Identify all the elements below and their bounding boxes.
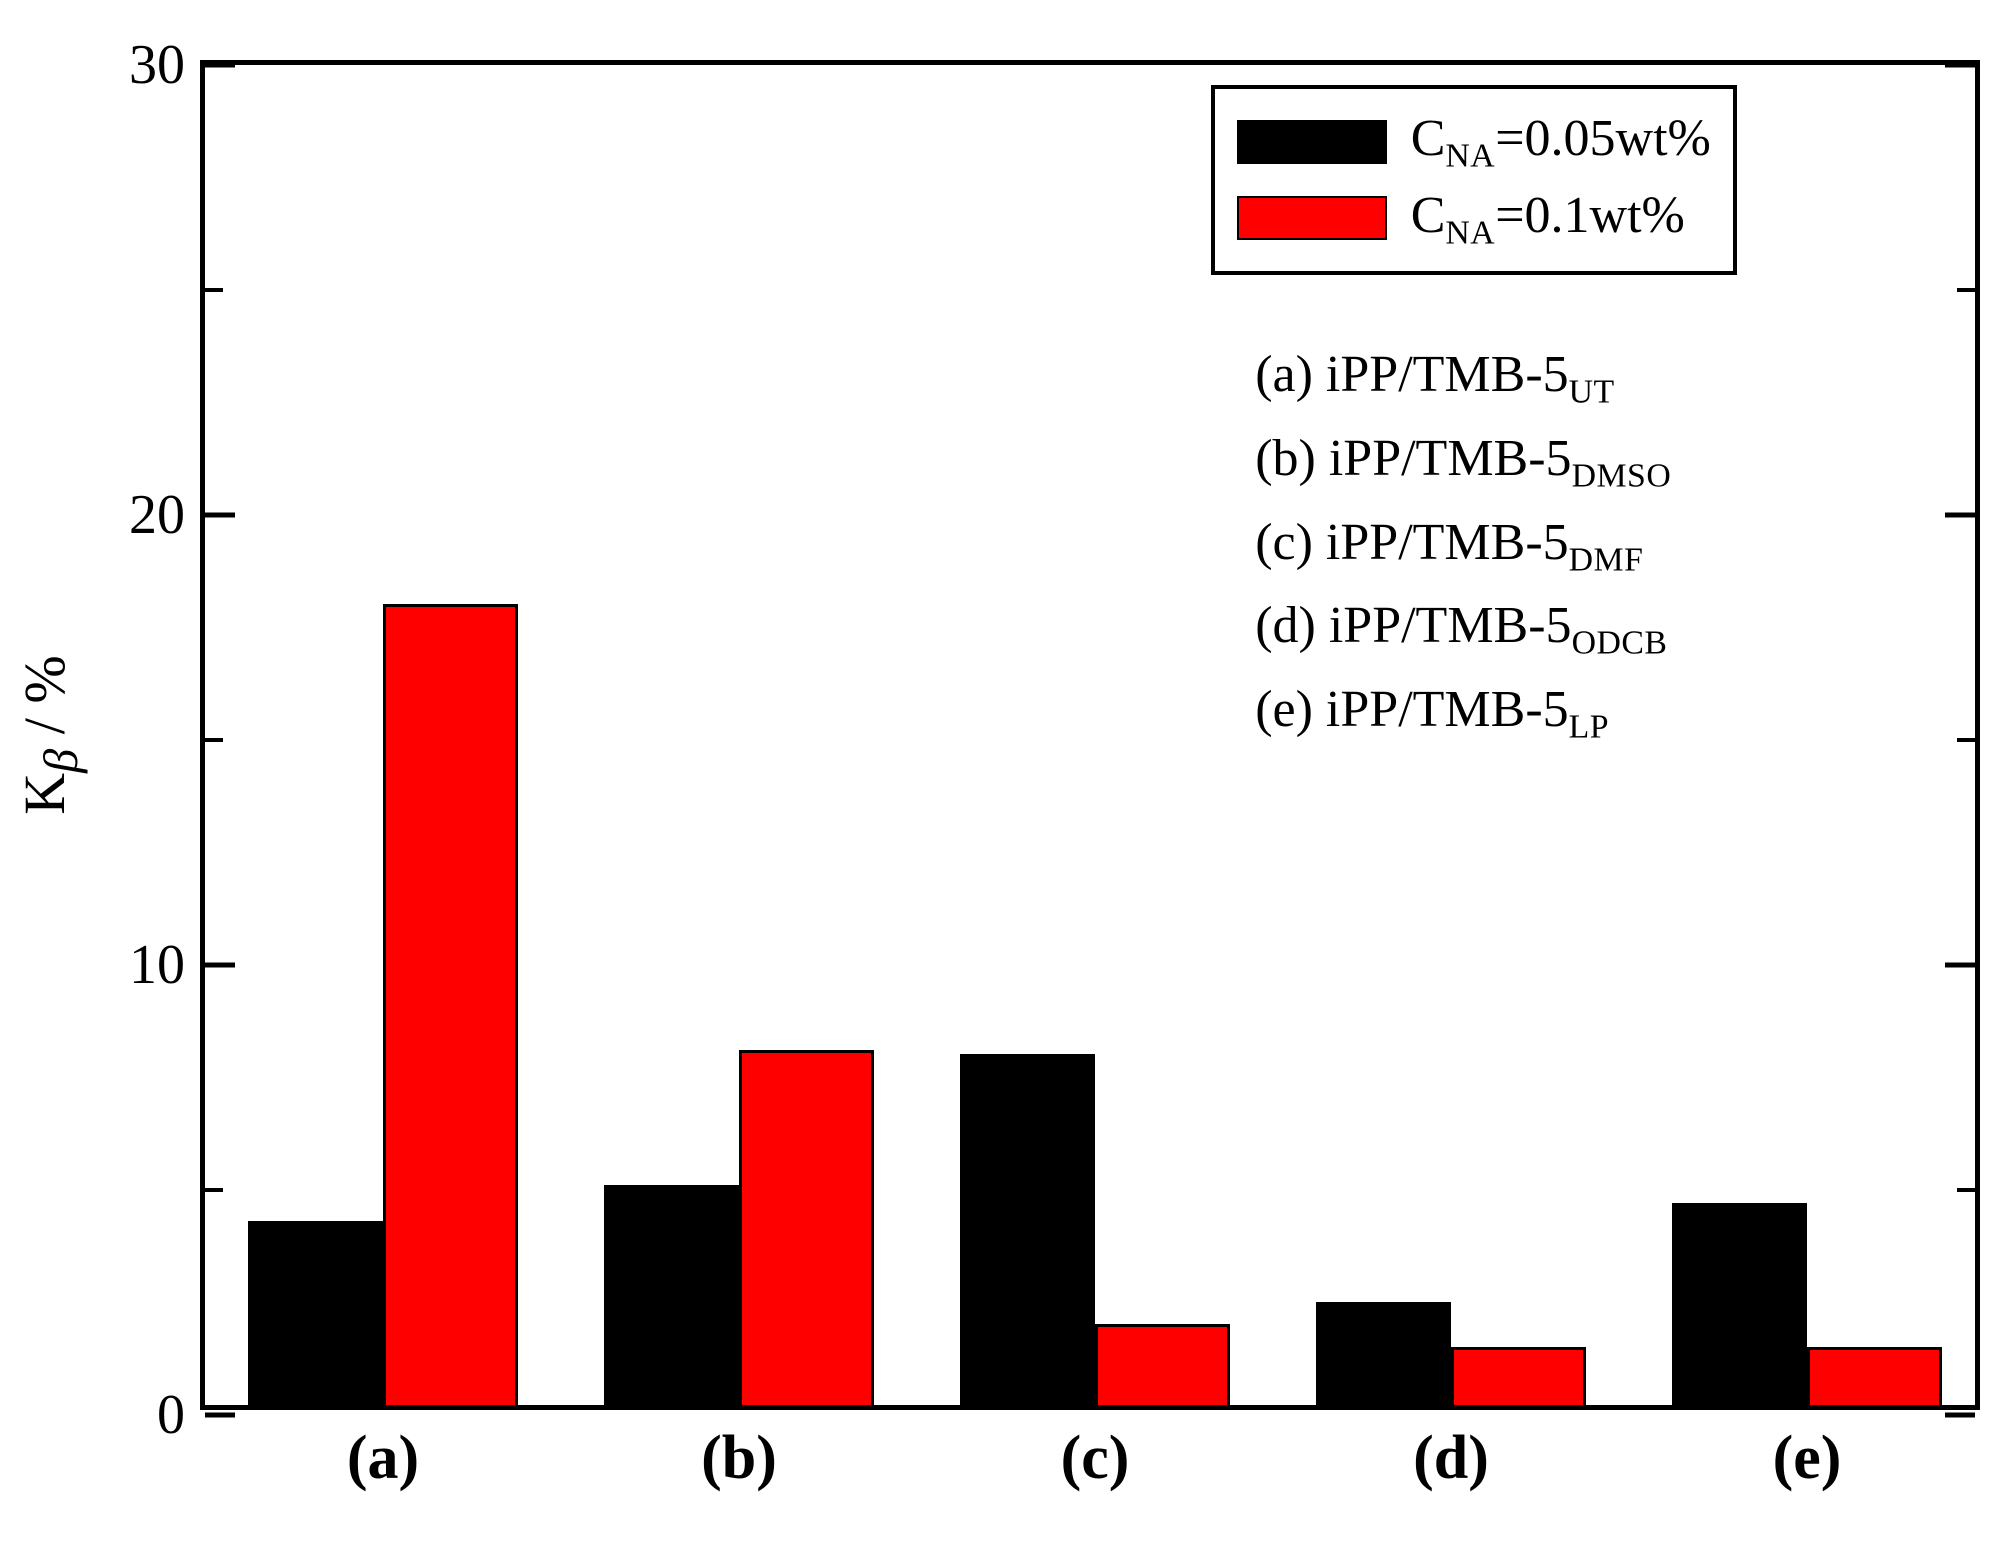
y-tick-major bbox=[205, 963, 235, 968]
y-tick-label: 10 bbox=[129, 933, 205, 997]
legend-label: CNA=0.1wt% bbox=[1411, 180, 1685, 257]
x-category-label: (e) bbox=[1773, 1405, 1842, 1494]
annotation-line: (e) iPP/TMB-5LP bbox=[1255, 670, 1671, 754]
y-tick-minor-right bbox=[1957, 1188, 1975, 1192]
bar bbox=[1807, 1347, 1942, 1406]
annotation-line: (d) iPP/TMB-5ODCB bbox=[1255, 586, 1671, 670]
y-tick-major-right bbox=[1945, 1413, 1975, 1418]
bar bbox=[1451, 1347, 1586, 1406]
y-tick-label: 30 bbox=[129, 33, 205, 97]
y-tick-label: 0 bbox=[157, 1383, 205, 1447]
bar bbox=[1672, 1203, 1807, 1406]
bar bbox=[1316, 1302, 1451, 1406]
y-tick-major bbox=[205, 513, 235, 518]
bar bbox=[960, 1054, 1095, 1405]
bar bbox=[383, 604, 518, 1405]
y-tick-major-right bbox=[1945, 963, 1975, 968]
legend-label: CNA=0.05wt% bbox=[1411, 103, 1711, 180]
annotation-line: (a) iPP/TMB-5UT bbox=[1255, 335, 1671, 419]
y-tick-major bbox=[205, 1413, 235, 1418]
y-tick-major-right bbox=[1945, 513, 1975, 518]
y-tick-minor bbox=[205, 1188, 223, 1192]
y-tick-major bbox=[205, 63, 235, 68]
x-category-label: (d) bbox=[1413, 1405, 1489, 1494]
x-category-label: (c) bbox=[1061, 1405, 1130, 1494]
legend: CNA=0.05wt%CNA=0.1wt% bbox=[1211, 85, 1737, 274]
bar bbox=[739, 1050, 874, 1406]
legend-row: CNA=0.05wt% bbox=[1237, 103, 1711, 180]
annotation-line: (c) iPP/TMB-5DMF bbox=[1255, 503, 1671, 587]
y-tick-minor bbox=[205, 738, 223, 742]
y-axis-label: Kβ / % bbox=[11, 655, 89, 814]
y-tick-minor-right bbox=[1957, 738, 1975, 742]
legend-swatch bbox=[1237, 120, 1387, 164]
annotation-block: (a) iPP/TMB-5UT(b) iPP/TMB-5DMSO(c) iPP/… bbox=[1255, 335, 1671, 754]
annotation-line: (b) iPP/TMB-5DMSO bbox=[1255, 419, 1671, 503]
y-tick-minor-right bbox=[1957, 288, 1975, 292]
legend-row: CNA=0.1wt% bbox=[1237, 180, 1711, 257]
y-tick-minor bbox=[205, 288, 223, 292]
x-category-label: (b) bbox=[701, 1405, 777, 1494]
y-tick-label: 20 bbox=[129, 483, 205, 547]
y-tick-major-right bbox=[1945, 63, 1975, 68]
bar bbox=[604, 1185, 739, 1406]
plot-area: 0102030(a)(b)(c)(d)(e)CNA=0.05wt%CNA=0.1… bbox=[200, 60, 1980, 1410]
x-category-label: (a) bbox=[347, 1405, 419, 1494]
chart-container: 0 10 20 30 (a) (b) (c) (d) (e) CNA=0.05wt%CNA=0.1… bbox=[20, 20, 2007, 1545]
bar bbox=[248, 1221, 383, 1406]
bar bbox=[1095, 1324, 1230, 1405]
legend-swatch bbox=[1237, 196, 1387, 240]
